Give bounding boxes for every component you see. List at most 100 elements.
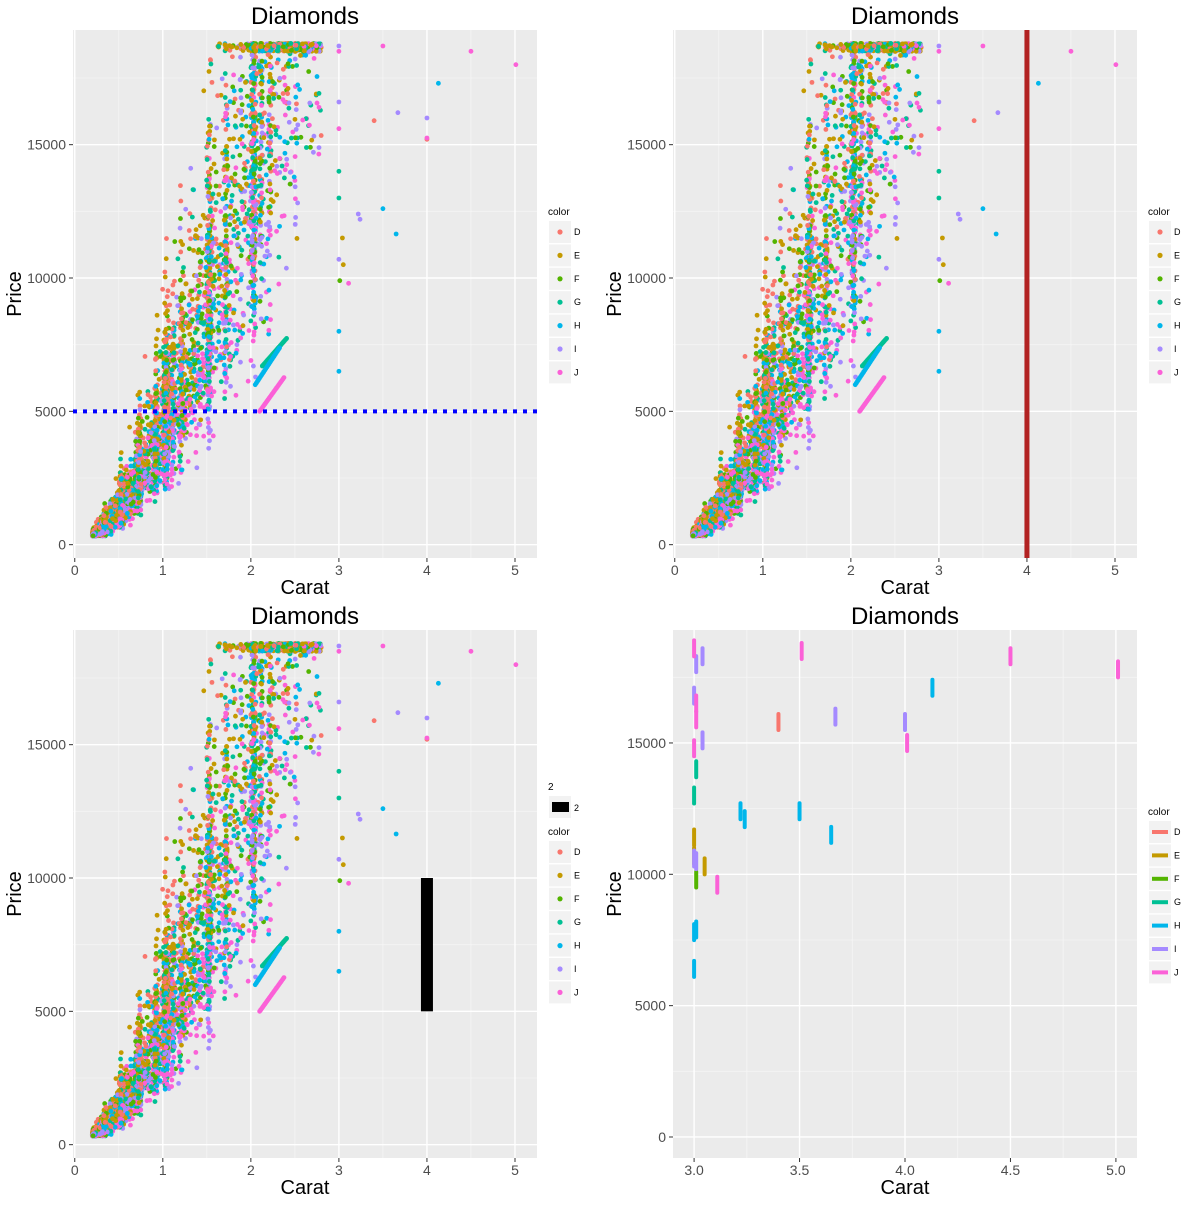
point-G bbox=[123, 497, 128, 502]
point-F bbox=[266, 96, 271, 101]
point-G bbox=[251, 166, 256, 171]
point-J bbox=[205, 285, 210, 290]
point-G bbox=[289, 136, 294, 141]
point-J bbox=[315, 101, 320, 106]
point-G bbox=[239, 123, 244, 128]
point-I bbox=[259, 124, 264, 129]
point-G bbox=[170, 448, 175, 453]
point-H bbox=[223, 222, 228, 227]
point-E bbox=[268, 182, 273, 187]
point-J bbox=[201, 405, 206, 410]
point-D bbox=[206, 170, 211, 175]
point-D bbox=[221, 167, 226, 172]
point-D bbox=[224, 103, 229, 108]
point-H bbox=[216, 339, 221, 344]
point-I bbox=[238, 111, 243, 116]
point-J bbox=[283, 167, 288, 172]
point-G bbox=[268, 134, 273, 139]
point-J bbox=[229, 340, 234, 345]
point-D bbox=[113, 503, 118, 508]
point-I bbox=[207, 438, 212, 443]
point-G bbox=[208, 208, 213, 213]
point-I bbox=[235, 342, 240, 347]
point-H bbox=[154, 483, 159, 488]
point-D bbox=[181, 310, 186, 315]
point-G bbox=[207, 379, 212, 384]
point-D bbox=[251, 179, 256, 184]
point-D bbox=[205, 144, 210, 149]
point-I bbox=[295, 122, 300, 127]
point-J bbox=[247, 328, 252, 333]
point-G bbox=[271, 96, 276, 101]
point-E bbox=[259, 120, 264, 125]
point-F bbox=[245, 94, 250, 99]
point-E bbox=[222, 288, 227, 293]
point-I bbox=[238, 55, 243, 60]
point-E bbox=[309, 138, 314, 143]
point-E bbox=[216, 192, 221, 197]
point-G bbox=[282, 176, 287, 181]
point-E bbox=[229, 176, 234, 181]
point-I bbox=[250, 233, 255, 238]
point-H bbox=[226, 183, 231, 188]
point-I bbox=[294, 127, 299, 132]
point-J bbox=[238, 336, 243, 341]
point-J bbox=[224, 376, 229, 381]
point-F bbox=[227, 222, 232, 227]
point-G bbox=[178, 454, 183, 459]
point-G bbox=[193, 330, 198, 335]
point-J bbox=[259, 103, 264, 108]
point-F bbox=[140, 419, 145, 424]
point-I bbox=[317, 145, 322, 150]
point-D bbox=[207, 133, 212, 138]
point-G bbox=[227, 290, 232, 295]
point-I bbox=[199, 236, 204, 241]
point-E bbox=[244, 182, 249, 187]
point-F bbox=[266, 205, 271, 210]
point-E bbox=[183, 282, 188, 287]
point-D bbox=[224, 344, 229, 349]
point-J bbox=[229, 240, 234, 245]
point-G bbox=[201, 320, 206, 325]
point-J bbox=[152, 491, 157, 496]
point-D bbox=[165, 294, 170, 299]
point-G bbox=[161, 345, 166, 350]
point-I bbox=[224, 380, 229, 385]
point-G bbox=[162, 398, 167, 403]
point-J bbox=[283, 113, 288, 118]
point-F bbox=[145, 415, 150, 420]
point-E bbox=[153, 418, 158, 423]
point-H bbox=[207, 317, 212, 322]
point-F bbox=[242, 167, 247, 172]
point-J bbox=[169, 467, 174, 472]
point-G bbox=[138, 513, 143, 518]
point-G bbox=[245, 211, 250, 216]
point-E bbox=[114, 476, 119, 481]
point-H bbox=[217, 354, 222, 359]
point-G bbox=[294, 63, 299, 68]
point-D bbox=[196, 278, 201, 283]
point-H bbox=[189, 420, 194, 425]
point-E bbox=[119, 464, 124, 469]
point-D bbox=[285, 91, 290, 96]
point-H bbox=[283, 151, 288, 156]
point-I bbox=[311, 150, 316, 155]
point-H bbox=[293, 95, 298, 100]
point-E bbox=[127, 425, 132, 430]
point-E bbox=[227, 303, 232, 308]
point-J bbox=[268, 233, 273, 238]
point-D bbox=[162, 405, 167, 410]
point-E bbox=[201, 88, 206, 93]
point-J bbox=[222, 389, 227, 394]
point-J bbox=[219, 345, 224, 350]
point-H bbox=[232, 328, 237, 333]
point-G bbox=[196, 341, 201, 346]
point-G bbox=[223, 71, 228, 76]
point-E bbox=[298, 53, 303, 58]
point-G bbox=[153, 499, 158, 504]
point-J bbox=[268, 302, 273, 307]
point-E bbox=[198, 223, 203, 228]
point-D bbox=[153, 368, 158, 373]
point-I bbox=[293, 215, 298, 220]
point-I bbox=[175, 303, 180, 308]
